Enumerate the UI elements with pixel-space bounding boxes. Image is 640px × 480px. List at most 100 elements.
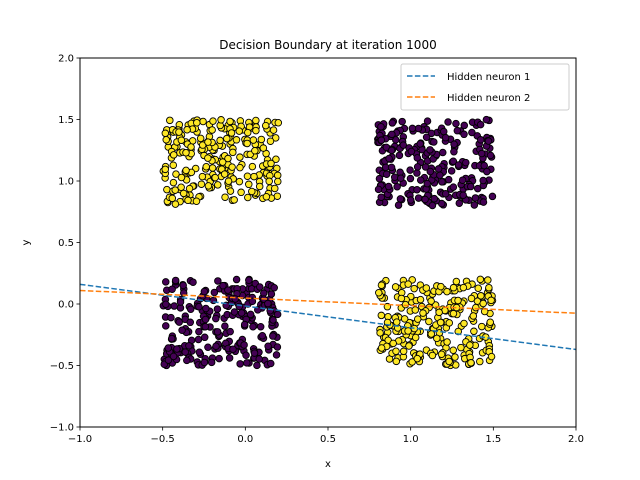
scatter-point <box>447 167 456 175</box>
scatter-point <box>256 322 265 331</box>
scatter-point <box>423 117 432 125</box>
scatter-point <box>271 184 279 193</box>
scatter-point <box>273 310 282 319</box>
scatter-point <box>471 194 480 202</box>
scatter-point <box>262 192 271 201</box>
scatter-point <box>210 288 219 297</box>
scatter-point <box>249 322 257 331</box>
scatter-point <box>169 178 178 187</box>
scatter-point <box>272 351 281 359</box>
y-tick-label: 1.0 <box>58 177 74 188</box>
scatter-point <box>243 128 252 137</box>
scatter-point <box>161 129 170 138</box>
scatter-point <box>419 309 427 317</box>
scatter-point <box>225 354 234 362</box>
scatter-point <box>202 163 210 171</box>
scatter-point <box>473 184 482 193</box>
boundary-lines <box>79 283 577 351</box>
scatter-point <box>377 281 386 289</box>
scatter-point <box>236 153 244 161</box>
scatter-point <box>164 344 173 352</box>
scatter-point <box>224 286 232 294</box>
scatter-point <box>480 307 489 316</box>
scatter-point <box>393 182 401 191</box>
scatter-point <box>401 300 410 309</box>
scatter-point <box>272 155 280 164</box>
scatter-point <box>184 196 192 205</box>
scatter-point <box>162 278 170 286</box>
scatter-point <box>213 328 222 336</box>
scatter-point <box>421 163 430 171</box>
scatter-point <box>422 133 431 142</box>
scatter-point <box>414 194 423 202</box>
x-tick-label: 1.0 <box>403 434 419 445</box>
scatter-point <box>413 169 421 177</box>
scatter-point <box>441 133 450 142</box>
scatter-point <box>253 361 261 370</box>
scatter-point <box>227 129 236 137</box>
scatter-point <box>443 287 451 296</box>
scatter-point <box>261 121 270 130</box>
legend: Hidden neuron 1 Hidden neuron 2 <box>400 63 570 111</box>
scatter-point <box>218 158 227 166</box>
y-tick-label: 0.0 <box>58 300 74 311</box>
scatter-point <box>269 316 277 324</box>
scatter-point <box>248 187 256 196</box>
chart-title: Decision Boundary at iteration 1000 <box>219 38 436 52</box>
boundary-line-1 <box>79 283 577 351</box>
scatter-point <box>163 185 171 194</box>
scatter-point <box>228 163 236 171</box>
x-tick-label: 1.5 <box>485 434 501 445</box>
scatter-point <box>264 299 272 308</box>
scatter-point <box>237 309 246 317</box>
scatter-point <box>179 189 188 198</box>
scatter-point <box>410 284 418 293</box>
scatter-point <box>376 329 384 337</box>
scatter-point <box>426 167 435 176</box>
scatter-point <box>385 154 393 163</box>
scatter-point <box>208 164 217 172</box>
scatter-point <box>235 302 244 311</box>
scatter-point <box>259 144 268 152</box>
scatter-point <box>413 163 422 171</box>
scatter-point <box>413 186 421 194</box>
x-tick-label: −1.0 <box>68 434 92 445</box>
scatter-point <box>430 194 439 203</box>
scatter-point <box>478 322 486 331</box>
scatter-point <box>243 359 251 367</box>
scatter-point <box>195 327 203 336</box>
scatter-point <box>382 170 391 178</box>
scatter-point <box>168 334 176 343</box>
scatter-point <box>395 151 404 160</box>
scatter-point <box>416 176 425 184</box>
scatter-point <box>388 119 397 127</box>
scatter-point <box>470 327 478 336</box>
scatter-point <box>173 345 181 353</box>
scatter-point <box>232 136 241 144</box>
scatter-point <box>270 284 278 292</box>
scatter-point <box>200 358 209 367</box>
scatter-point <box>467 359 475 367</box>
scatter-point <box>162 135 170 144</box>
scatter-point <box>398 117 406 126</box>
scatter-point <box>212 314 220 323</box>
scatter-point <box>377 122 385 131</box>
scatter-point <box>483 167 491 176</box>
scatter-point <box>408 124 417 133</box>
scatter-point <box>246 310 255 319</box>
scatter-point <box>201 322 210 331</box>
scatter-point <box>411 306 420 314</box>
scatter-point <box>392 136 400 144</box>
scatter-point <box>195 348 204 357</box>
scatter-point <box>183 125 191 134</box>
scatter-point <box>200 287 209 296</box>
scatter-point <box>438 178 446 186</box>
scatter-point <box>449 309 458 318</box>
scatter-point <box>169 161 178 169</box>
y-tick-label: −1.0 <box>50 423 74 434</box>
scatter-point <box>392 347 400 356</box>
scatter-point <box>427 330 436 338</box>
scatter-point <box>462 158 470 167</box>
scatter-point <box>452 277 461 286</box>
scatter-point <box>487 296 495 305</box>
